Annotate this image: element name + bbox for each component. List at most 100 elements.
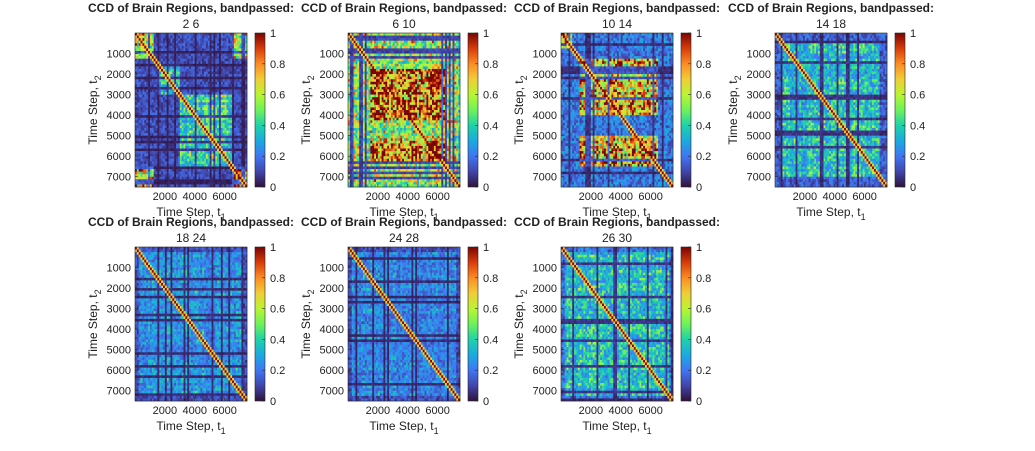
heatmap-cell	[222, 68, 225, 72]
heatmap-cell	[170, 163, 173, 167]
heatmap-cell	[215, 163, 218, 167]
heatmap-cell	[215, 153, 218, 157]
heatmap-cell	[348, 66, 351, 70]
heatmap-cell	[353, 84, 356, 88]
heatmap-cell	[224, 133, 227, 136]
heatmap-cell	[359, 143, 362, 147]
heatmap-cell	[185, 166, 188, 170]
heatmap-cell	[138, 58, 141, 62]
heatmap-cell	[232, 110, 235, 113]
heatmap-cell	[222, 63, 225, 67]
heatmap-cell	[222, 117, 225, 121]
heatmap-cell	[379, 76, 382, 80]
heatmap-cell	[174, 74, 177, 77]
heatmap-cell	[205, 176, 209, 180]
heatmap-cell	[179, 86, 182, 90]
heatmap-cell	[170, 76, 173, 80]
heatmap-cell	[153, 145, 156, 149]
heatmap-cell	[381, 61, 384, 65]
heatmap-cell	[362, 125, 366, 129]
heatmap-cell	[370, 161, 373, 165]
heatmap-cell	[146, 133, 149, 136]
heatmap-cell	[140, 86, 143, 90]
heatmap-cell	[168, 161, 171, 165]
heatmap-cell	[202, 58, 205, 62]
heatmap-cell	[241, 33, 244, 36]
heatmap-cell	[372, 84, 375, 88]
heatmap-cell	[219, 97, 222, 101]
heatmap-cell	[357, 84, 360, 88]
heatmap-cell	[372, 33, 375, 36]
heatmap-cell	[148, 174, 151, 178]
heatmap-cell	[383, 40, 386, 44]
heatmap-cell	[370, 43, 373, 47]
heatmap-cell	[359, 53, 362, 57]
heatmap-cell	[164, 84, 168, 88]
heatmap-cell	[368, 122, 371, 126]
heatmap-cell	[361, 63, 364, 67]
heatmap-cell	[383, 120, 386, 124]
colorbar	[254, 32, 266, 188]
heatmap-cell	[196, 38, 199, 41]
heatmap-cell	[376, 161, 379, 165]
heatmap-cell	[138, 48, 141, 52]
heatmap-cell	[245, 120, 248, 124]
heatmap-cell	[207, 148, 210, 152]
heatmap-cell	[348, 184, 351, 188]
heatmap-cell	[241, 127, 244, 131]
heatmap-cell	[136, 92, 140, 95]
heatmap-cell	[385, 76, 388, 80]
heatmap-cell	[179, 166, 182, 170]
heatmap-cell	[170, 151, 173, 154]
heatmap-cell	[155, 120, 158, 124]
heatmap-cell	[191, 33, 194, 36]
heatmap-cell	[224, 48, 227, 52]
heatmap-cell	[379, 161, 382, 165]
heatmap-cell	[215, 61, 218, 65]
heatmap-cell	[174, 48, 177, 52]
heatmap-cell	[362, 35, 366, 39]
heatmap-cell	[191, 92, 194, 95]
heatmap-cell	[376, 135, 379, 139]
heatmap-cell	[359, 89, 362, 93]
heatmap-cell	[187, 97, 190, 101]
heatmap-cell	[196, 143, 199, 147]
heatmap-cell	[209, 97, 212, 101]
heatmap-cell	[381, 56, 384, 59]
heatmap-cell	[233, 71, 237, 75]
heatmap-cell	[140, 176, 143, 180]
heatmap-cell	[349, 158, 353, 162]
heatmap-cell	[213, 53, 216, 57]
heatmap-cell	[243, 86, 246, 90]
heatmap-cell	[355, 48, 358, 52]
heatmap-cell	[157, 166, 160, 170]
heatmap-cell	[351, 176, 354, 180]
heatmap-cell	[376, 158, 379, 162]
heatmap-cell	[377, 163, 381, 167]
heatmap-cell	[228, 104, 231, 108]
heatmap-cell	[159, 61, 162, 65]
heatmap-cell	[230, 143, 233, 147]
heatmap-cell	[370, 151, 373, 154]
heatmap-cell	[179, 161, 182, 165]
heatmap-cell	[377, 89, 381, 93]
heatmap-cell	[148, 92, 151, 95]
heatmap-cell	[226, 148, 229, 152]
heatmap-cell	[179, 125, 182, 129]
heatmap-cell	[351, 156, 354, 160]
heatmap-cell	[144, 84, 147, 88]
heatmap-cell	[381, 53, 384, 57]
heatmap-cell	[243, 43, 246, 47]
heatmap-cell	[228, 179, 231, 183]
heatmap-cell	[241, 110, 244, 113]
heatmap-cell	[140, 112, 143, 116]
heatmap-cell	[357, 102, 360, 106]
heatmap-cell	[146, 166, 149, 170]
heatmap-cell	[191, 94, 194, 98]
heatmap-cell	[361, 158, 364, 162]
heatmap-cell	[222, 99, 225, 103]
heatmap-cell	[232, 161, 235, 165]
heatmap-cell	[219, 43, 222, 47]
heatmap-cell	[157, 58, 160, 62]
heatmap-cell	[179, 153, 182, 157]
